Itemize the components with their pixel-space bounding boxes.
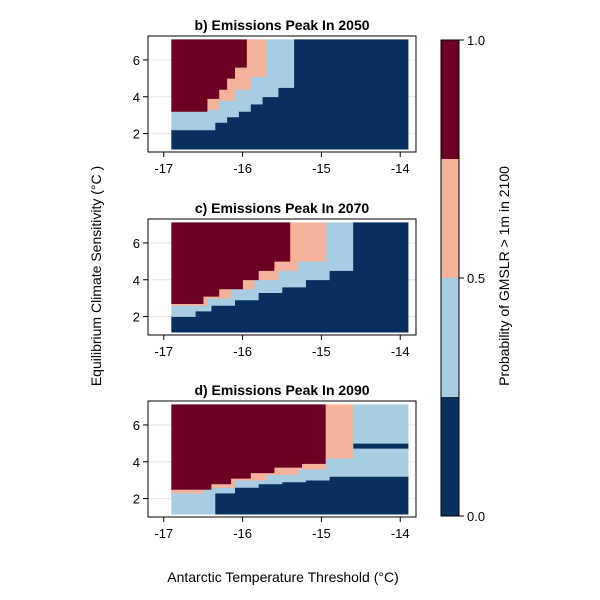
panels: b) Emissions Peak In 2050 -17 -16 -15 -14 2 4 6… [133, 17, 417, 541]
plot-frame [147, 218, 417, 336]
plot-frame [147, 400, 417, 518]
y-tick-label: 4 [133, 90, 140, 105]
colorbar-tick-label: 0.5 [467, 271, 485, 286]
colorbar-tick-label: 0.0 [467, 509, 485, 524]
panel-title: d) Emissions Peak In 2090 [194, 382, 369, 398]
plot-frame [147, 35, 417, 153]
x-tick-label: -14 [391, 526, 410, 541]
x-tick-label: -14 [391, 344, 410, 359]
colorbar: 0.0 0.5 1.0 [440, 33, 485, 524]
x-tick-label: -17 [154, 344, 173, 359]
x-tick-label: -17 [154, 161, 173, 176]
colorbar-bin [441, 397, 459, 516]
y-tick-label: 2 [133, 310, 140, 325]
colorbar-bin [441, 40, 459, 159]
x-tick-label: -15 [312, 161, 331, 176]
y-axis-label: Equilibrium Climate Sensitivity (°C ) [88, 166, 104, 386]
colorbar-label: Probability of GMSLR > 1m in 2100 [496, 166, 512, 386]
y-tick-label: 2 [133, 492, 140, 507]
y-tick-label: 2 [133, 127, 140, 142]
y-tick-label: 6 [133, 53, 140, 68]
y-tick-label: 4 [133, 273, 140, 288]
x-tick-label: -15 [312, 344, 331, 359]
panel-title: c) Emissions Peak In 2070 [195, 200, 370, 216]
y-tick-label: 6 [133, 418, 140, 433]
panel-2: c) Emissions Peak In 2070 -17 -16 -15 -14 2 4 6 [133, 200, 417, 359]
x-tick-label: -15 [312, 526, 331, 541]
colorbar-tick-label: 1.0 [467, 33, 485, 48]
x-tick-label: -16 [233, 161, 252, 176]
heatmap-region [171, 39, 247, 112]
panel-title: b) Emissions Peak In 2050 [194, 17, 369, 33]
x-axis-label: Antarctic Temperature Threshold (°C) [167, 569, 399, 585]
panel-3: d) Emissions Peak In 2090 -17 -16 -15 -14 2 4 6 [133, 382, 417, 541]
heatmap-region [352, 442, 409, 450]
y-tick-label: 4 [133, 455, 140, 470]
x-tick-label: -16 [233, 526, 252, 541]
x-tick-label: -16 [233, 344, 252, 359]
y-tick-label: 6 [133, 236, 140, 251]
panel-1: b) Emissions Peak In 2050 -17 -16 -15 -14 2 4 6 [133, 17, 417, 176]
heatmap-region [171, 222, 291, 305]
x-tick-label: -17 [154, 526, 173, 541]
colorbar-bin [441, 159, 459, 278]
x-tick-label: -14 [391, 161, 410, 176]
colorbar-bin [441, 278, 459, 397]
heatmap-region [171, 404, 326, 490]
